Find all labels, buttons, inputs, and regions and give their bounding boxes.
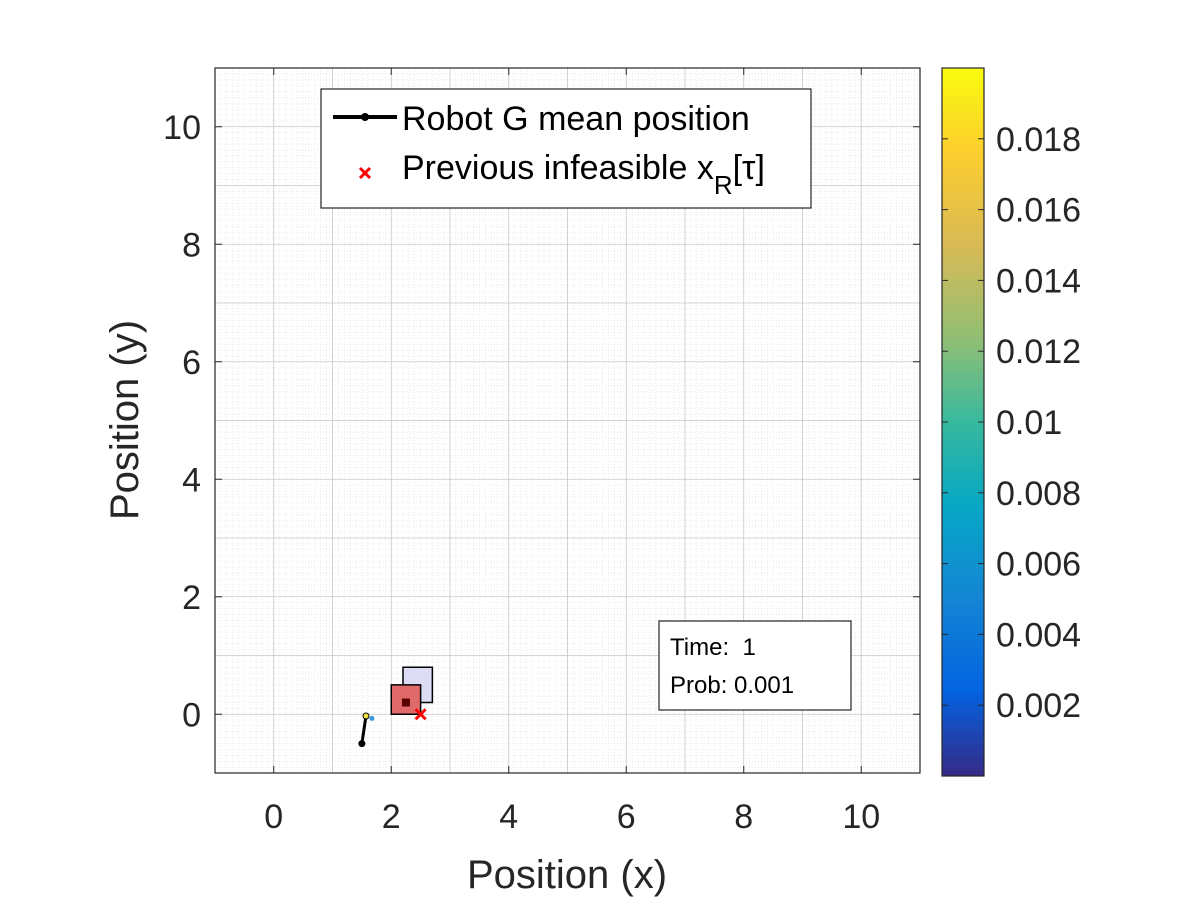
colorbar-tick-label: 0.008 — [996, 475, 1081, 513]
colorbar-tick-label: 0.016 — [996, 192, 1081, 230]
legend-label-infeasible-sub: R — [714, 170, 733, 200]
colorbar-tick-label: 0.018 — [996, 121, 1081, 159]
y-tick-label: 6 — [182, 344, 201, 382]
trail-dot-marker — [369, 715, 375, 721]
robot-path-point — [358, 740, 366, 748]
colorbar-tick-label: 0.012 — [996, 333, 1081, 371]
legend-box — [320, 88, 812, 209]
legend-label-infeasible-main: Previous infeasible x — [402, 149, 714, 187]
info-box — [658, 620, 852, 711]
y-tick-label: 0 — [182, 696, 201, 734]
colorbar-gradient — [941, 67, 985, 777]
colorbar-tick-label: 0.014 — [996, 262, 1081, 300]
colorbar: 0.002 0.004 0.006 0.008 0.01 0.012 0.014 0.016 0… — [941, 67, 1081, 777]
legend: Robot G mean position Previous infeasibl… — [320, 88, 812, 209]
legend-label-robot: Robot G mean position — [402, 100, 750, 138]
colorbar-ticks: 0.002 0.004 0.006 0.008 0.01 0.012 0.014 0.016 0… — [942, 121, 1081, 725]
prob-text: Prob: 0.001 — [670, 672, 794, 699]
y-tick-label: 4 — [182, 461, 201, 499]
x-tick-label: 6 — [617, 798, 636, 836]
trail-dot-marker — [363, 713, 369, 719]
y-tick-label: 10 — [163, 109, 201, 147]
x-tick-label: 10 — [842, 798, 880, 836]
x-tick-label: 0 — [264, 798, 283, 836]
time-text: Time: 1 — [670, 634, 756, 661]
legend-dot-icon — [361, 113, 369, 121]
x-tick-label: 4 — [499, 798, 518, 836]
legend-label-infeasible-tail: [τ] — [733, 149, 765, 187]
plot-frame — [214, 67, 921, 774]
colorbar-tick-label: 0.002 — [996, 687, 1081, 725]
info-annotation: Time: 1 Prob: 0.001 — [658, 620, 852, 711]
regions — [390, 666, 434, 715]
y-tick-label: 8 — [182, 226, 201, 264]
legend-label-infeasible: Previous infeasible xR[τ] — [402, 149, 765, 200]
infeasible-x-stroke-b — [414, 708, 427, 721]
colorbar-tick-label: 0.006 — [996, 546, 1081, 584]
colorbar-tick-label: 0.004 — [996, 616, 1081, 654]
x-tick-label: 2 — [382, 798, 401, 836]
center-square-marker — [401, 698, 410, 707]
colorbar-tick-label: 0.01 — [996, 404, 1062, 442]
axis-ticks: 0 2 4 6 8 10 0 2 4 6 8 10 — [163, 68, 920, 836]
legend-x-marker-icon — [358, 166, 372, 180]
series — [358, 698, 427, 748]
infeasible-x-marker — [414, 708, 427, 721]
robot-path-line — [360, 715, 368, 744]
x-axis-label: Position (x) — [467, 853, 667, 897]
y-axis-label: Position (y) — [103, 320, 147, 520]
x-tick-label: 8 — [734, 798, 753, 836]
y-tick-label: 2 — [182, 579, 201, 617]
